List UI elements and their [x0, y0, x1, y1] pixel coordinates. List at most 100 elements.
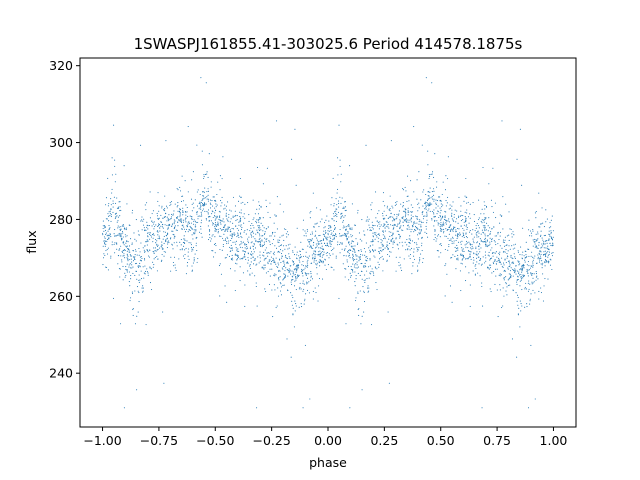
scatter-point	[466, 224, 468, 226]
scatter-point	[418, 202, 420, 204]
scatter-point	[452, 230, 454, 232]
scatter-point	[139, 279, 141, 281]
scatter-point	[458, 196, 460, 198]
scatter-point	[327, 252, 329, 254]
scatter-point	[457, 234, 459, 236]
scatter-point	[157, 258, 159, 260]
scatter-point	[183, 219, 185, 221]
scatter-point	[536, 246, 538, 248]
scatter-point	[235, 243, 237, 245]
scatter-point	[447, 237, 449, 239]
scatter-point	[119, 276, 121, 278]
scatter-point	[137, 290, 139, 292]
scatter-point	[322, 239, 324, 241]
scatter-point	[471, 244, 473, 246]
scatter-point	[159, 230, 161, 232]
scatter-point	[239, 195, 241, 197]
scatter-point	[276, 228, 278, 230]
scatter-point	[491, 257, 493, 259]
scatter-point	[155, 224, 157, 226]
scatter-point	[499, 254, 501, 256]
scatter-point	[375, 282, 377, 284]
scatter-point	[144, 259, 146, 261]
scatter-point	[382, 231, 385, 233]
scatter-point	[480, 264, 482, 266]
scatter-point	[457, 236, 459, 238]
scatter-point	[350, 276, 352, 278]
scatter-point	[495, 217, 497, 219]
scatter-point	[466, 242, 468, 244]
scatter-point	[544, 255, 547, 257]
scatter-point	[313, 261, 315, 263]
scatter-point	[202, 191, 204, 193]
scatter-point	[324, 230, 327, 232]
scatter-point	[345, 209, 347, 211]
scatter-point	[455, 247, 458, 250]
scatter-point	[436, 213, 438, 215]
scatter-point	[213, 196, 215, 198]
scatter-point	[538, 250, 541, 252]
scatter-point	[512, 289, 514, 291]
scatter-point	[310, 245, 312, 247]
scatter-point	[459, 215, 461, 217]
scatter-point	[493, 226, 495, 228]
scatter-point	[203, 197, 205, 199]
scatter-point	[535, 271, 537, 273]
scatter-point	[200, 211, 202, 213]
scatter-point	[451, 257, 453, 259]
scatter-point	[266, 228, 268, 230]
scatter-point	[427, 236, 429, 238]
scatter-point	[363, 301, 366, 303]
scatter-point	[294, 268, 296, 270]
scatter-point	[203, 177, 205, 180]
scatter-point	[301, 272, 304, 275]
scatter-point	[484, 262, 486, 264]
scatter-point	[377, 233, 379, 236]
scatter-point	[457, 227, 459, 230]
scatter-point	[157, 218, 159, 220]
scatter-point	[475, 248, 477, 250]
scatter-point	[460, 220, 462, 222]
scatter-point	[429, 187, 431, 189]
scatter-point	[411, 228, 413, 230]
scatter-point	[490, 239, 493, 241]
scatter-point	[302, 255, 305, 257]
scatter-point	[345, 229, 347, 231]
scatter-point	[542, 245, 544, 247]
scatter-point	[360, 249, 362, 251]
scatter-point	[267, 252, 269, 254]
scatter-point	[468, 222, 470, 224]
scatter-point	[232, 196, 235, 198]
scatter-point	[177, 189, 179, 191]
scatter-point	[374, 256, 376, 258]
scatter-point	[231, 234, 233, 236]
scatter-point	[102, 245, 104, 247]
scatter-point	[151, 213, 153, 215]
scatter-point	[491, 247, 493, 249]
scatter-point	[545, 209, 547, 211]
scatter-point	[254, 238, 256, 240]
scatter-point	[217, 230, 219, 232]
scatter-point	[488, 255, 490, 257]
scatter-point	[258, 233, 261, 235]
scatter-point	[114, 159, 116, 161]
scatter-point	[523, 274, 526, 276]
scatter-point	[546, 240, 548, 242]
scatter-point	[314, 235, 316, 237]
scatter-point	[241, 237, 243, 239]
scatter-point	[249, 230, 251, 232]
scatter-point	[118, 201, 120, 203]
scatter-point	[465, 240, 468, 242]
scatter-point	[259, 251, 261, 253]
scatter-point	[452, 229, 454, 231]
scatter-point	[243, 253, 246, 255]
scatter-point	[337, 174, 339, 176]
scatter-point	[175, 269, 177, 272]
scatter-point	[153, 234, 155, 236]
scatter-point	[275, 257, 277, 259]
scatter-point	[316, 267, 318, 269]
scatter-point	[436, 181, 438, 183]
scatter-point	[433, 238, 435, 241]
scatter-point	[140, 242, 142, 244]
scatter-point	[456, 233, 459, 235]
